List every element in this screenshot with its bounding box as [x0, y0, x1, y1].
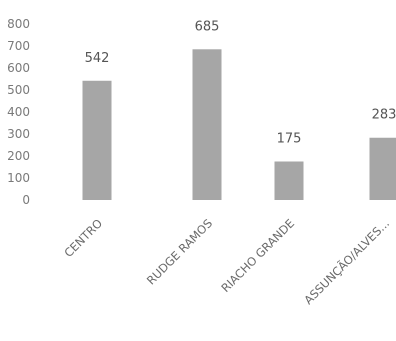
data-label: 283	[372, 108, 396, 123]
x-tick-label: RUDGE RAMOS	[144, 216, 215, 287]
x-axis: CENTRO RUDGE RAMOS RIACHO GRANDE ASSUNÇÃO/A…	[61, 216, 392, 308]
bar	[82, 80, 112, 200]
value-labels: 542 685 175 283	[85, 19, 396, 146]
data-label: 685	[195, 19, 220, 34]
y-tick-label: 0	[22, 193, 30, 207]
bars	[82, 49, 396, 200]
bar	[274, 161, 304, 200]
bar	[192, 49, 222, 200]
x-tick-label: CENTRO	[61, 216, 105, 260]
data-label: 175	[277, 132, 302, 147]
y-tick-label: 800	[7, 17, 30, 31]
y-tick-label: 300	[7, 127, 30, 141]
data-label: 542	[85, 51, 110, 66]
y-tick-label: 100	[7, 171, 30, 185]
y-tick-label: 700	[7, 39, 30, 53]
y-tick-label: 600	[7, 61, 30, 75]
y-tick-label: 200	[7, 149, 30, 163]
y-axis: 0 100 200 300 400 500 600 700 800	[7, 17, 30, 207]
y-tick-label: 400	[7, 105, 30, 119]
x-tick-label: RIACHO GRANDE	[218, 216, 297, 295]
y-tick-label: 500	[7, 83, 30, 97]
bar	[369, 137, 396, 200]
x-tick-label: ASSUNÇÃO/ALVES...	[301, 216, 393, 308]
